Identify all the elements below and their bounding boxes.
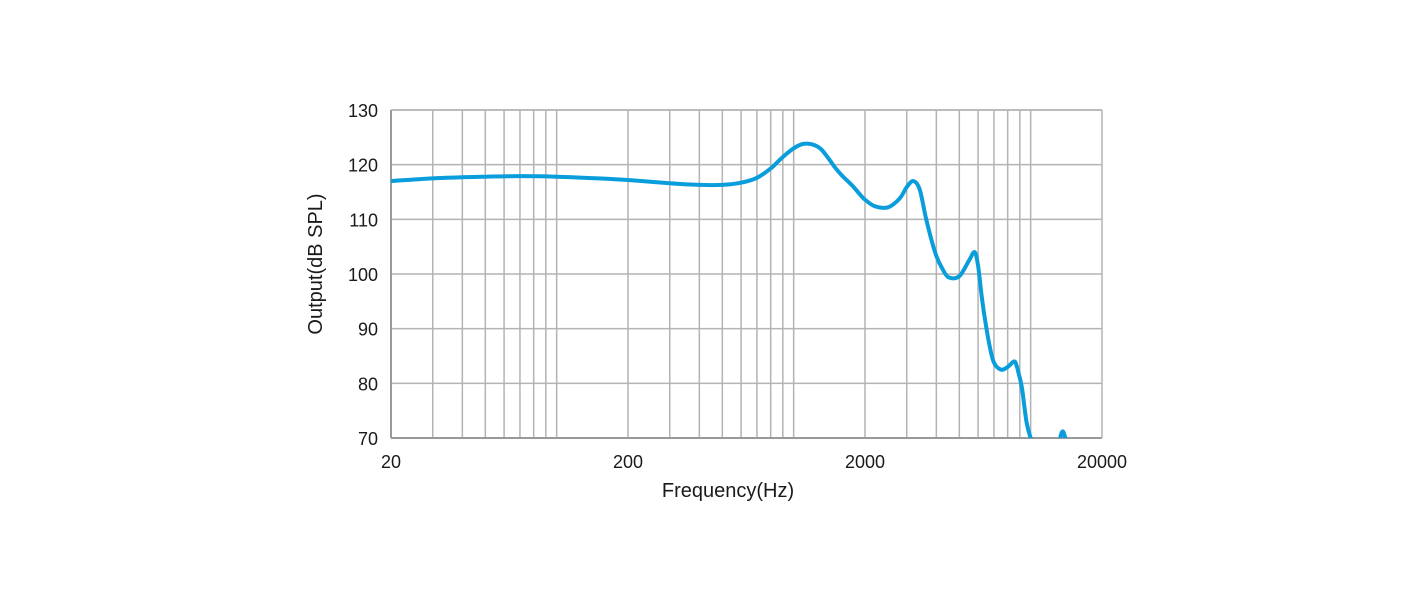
x-tick-labels: 20 200 2000 20000 xyxy=(381,452,1127,472)
frequency-response-line xyxy=(391,141,1068,438)
y-tick-labels: 70 80 90 100 110 120 130 xyxy=(348,101,378,449)
series-layer xyxy=(391,141,1068,438)
y-tick-label: 100 xyxy=(348,265,378,285)
y-tick-label: 70 xyxy=(358,429,378,449)
x-tick-label: 2000 xyxy=(845,452,885,472)
y-tick-label: 80 xyxy=(358,374,378,394)
x-tick-label: 20000 xyxy=(1077,452,1127,472)
y-tick-label: 130 xyxy=(348,101,378,121)
x-tick-label: 20 xyxy=(381,452,401,472)
y-tick-label: 120 xyxy=(348,156,378,176)
x-tick-label: 200 xyxy=(613,452,643,472)
plot-frame xyxy=(390,109,1103,439)
grid-lines xyxy=(391,109,1102,438)
y-axis-title: Output(dB SPL) xyxy=(305,193,327,334)
x-axis-title: Frequency(Hz) xyxy=(662,480,794,502)
y-tick-label: 90 xyxy=(358,320,378,340)
y-tick-label: 110 xyxy=(349,210,378,230)
